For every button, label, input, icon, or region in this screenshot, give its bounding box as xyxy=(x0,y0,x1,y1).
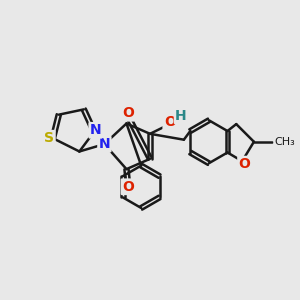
Text: O: O xyxy=(164,115,176,129)
Text: H: H xyxy=(175,109,187,123)
Text: O: O xyxy=(122,106,134,120)
Text: CH₃: CH₃ xyxy=(274,137,295,147)
Text: N: N xyxy=(90,123,101,137)
Text: N: N xyxy=(99,137,110,151)
Text: O: O xyxy=(238,157,250,171)
Text: S: S xyxy=(44,131,54,145)
Text: O: O xyxy=(122,180,134,194)
